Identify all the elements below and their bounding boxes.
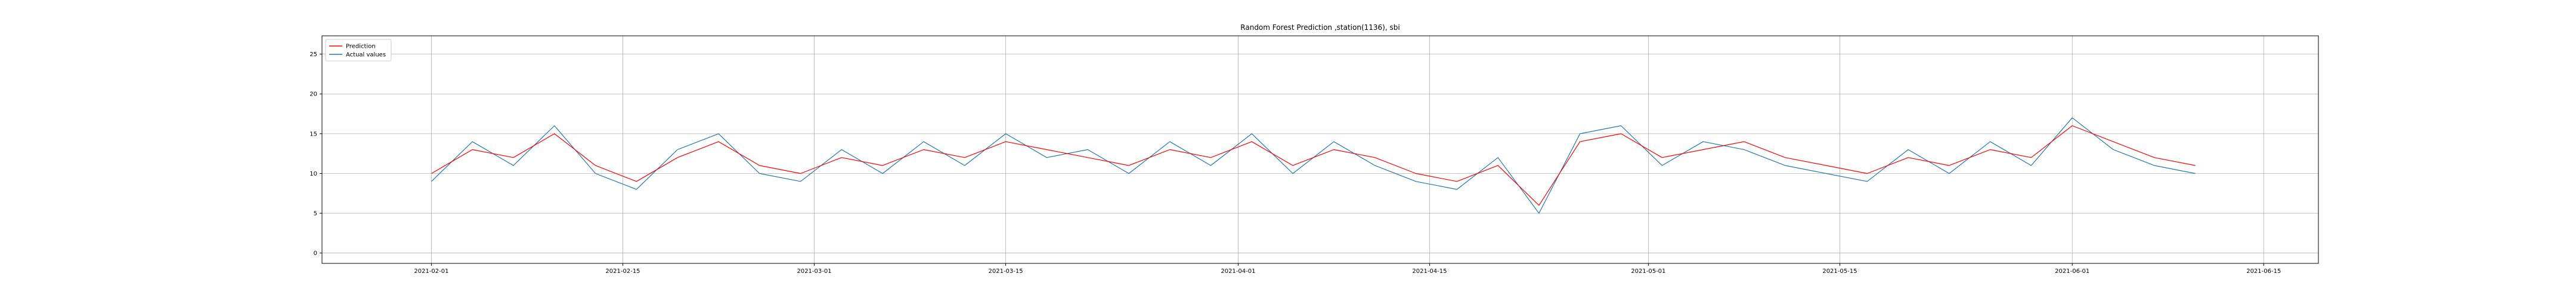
chart-title: Random Forest Prediction ,station(1136),… xyxy=(1240,23,1400,32)
y-tick-label: 5 xyxy=(314,211,317,217)
x-axis: 2021-02-01 2021-02-15 2021-03-01 2021-03-15… xyxy=(414,263,2281,275)
x-tick-label: 2021-04-15 xyxy=(1412,268,1447,275)
y-tick-label: 0 xyxy=(314,250,317,257)
x-tick-label: 2021-06-15 xyxy=(2246,268,2281,275)
series-line-prediction xyxy=(431,125,2196,206)
x-tick-label: 2021-02-01 xyxy=(414,268,448,275)
legend-label-actual-values: Actual values xyxy=(346,52,386,59)
y-tick-label: 25 xyxy=(309,51,317,58)
y-tick-label: 10 xyxy=(309,171,317,177)
legend: Prediction Actual values xyxy=(325,39,392,62)
plot-frame xyxy=(321,35,2319,264)
y-tick-label: 20 xyxy=(309,91,317,98)
y-tick-label: 15 xyxy=(309,131,317,137)
x-tick-label: 2021-04-01 xyxy=(1221,268,1255,275)
x-tick-label: 2021-06-01 xyxy=(2055,268,2089,275)
grid xyxy=(322,36,2318,263)
x-tick-label: 2021-05-01 xyxy=(1631,268,1665,275)
x-tick-label: 2021-05-15 xyxy=(1822,268,1857,275)
legend-box xyxy=(325,39,392,62)
x-tick-label: 2021-03-01 xyxy=(797,268,831,275)
x-tick-label: 2021-02-15 xyxy=(605,268,640,275)
x-tick-label: 2021-03-15 xyxy=(989,268,1023,275)
y-axis: 0 5 10 15 20 25 xyxy=(309,51,322,257)
series-group xyxy=(431,117,2196,214)
legend-label-prediction: Prediction xyxy=(346,44,376,50)
